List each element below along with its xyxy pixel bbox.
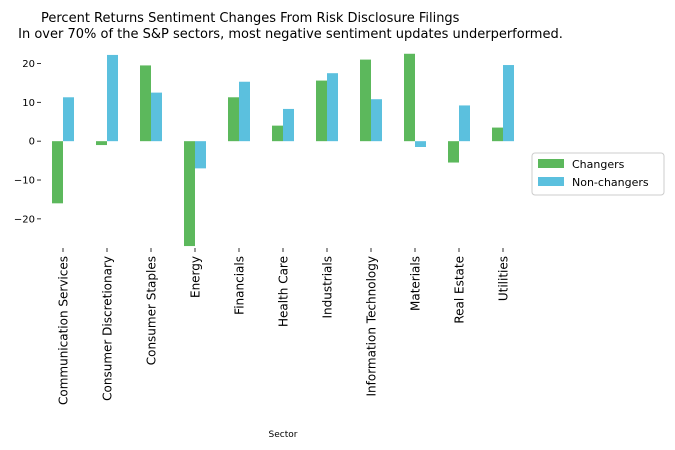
bar-changers: [448, 141, 459, 163]
bar-non-changers: [503, 65, 514, 142]
y-tick-label: 0: [29, 137, 35, 148]
bar-changers: [52, 141, 63, 204]
bar-non-changers: [151, 92, 162, 142]
x-tick-label: Energy: [189, 256, 203, 298]
chart-title: Percent Returns Sentiment Changes From R…: [41, 11, 460, 26]
y-tick-label: 10: [22, 98, 35, 109]
bar-non-changers: [371, 99, 382, 142]
legend-label: Non-changers: [572, 176, 649, 189]
bar-non-changers: [239, 81, 250, 142]
bar-changers: [492, 127, 503, 142]
legend-swatch: [538, 177, 564, 186]
bar-changers: [360, 59, 371, 142]
bar-non-changers: [63, 97, 74, 142]
bar-non-changers: [283, 108, 294, 142]
y-tick-label: −10: [14, 176, 35, 187]
x-tick-label: Consumer Staples: [145, 256, 159, 365]
bar-changers: [404, 53, 415, 142]
y-tick-label: −20: [14, 214, 35, 225]
bar-changers: [140, 65, 151, 142]
chart-subtitle: In over 70% of the S&P sectors, most neg…: [14, 27, 563, 42]
bar-changers: [228, 97, 239, 142]
x-tick-label: Financials: [233, 256, 247, 315]
legend-box: [531, 152, 665, 196]
bar-non-changers: [459, 105, 470, 142]
x-tick-label: Consumer Discretionary: [101, 256, 115, 401]
bar-non-changers: [415, 141, 426, 147]
legend-label: Changers: [572, 158, 625, 171]
bar-changers: [272, 125, 283, 142]
x-tick-label: Health Care: [277, 256, 291, 327]
bar-changers: [184, 141, 195, 247]
legend: Changers Non-changers: [531, 152, 665, 196]
x-axis-label: Sector: [269, 430, 298, 440]
x-tick-label: Materials: [409, 256, 423, 311]
plot-area: 20 10 0 −10 −20 Communication Services Consume…: [14, 53, 514, 405]
x-tick-label: Communication Services: [57, 256, 71, 405]
x-tick-label: Real Estate: [453, 256, 467, 324]
bar-changers: [316, 80, 327, 142]
x-tick-label: Industrials: [321, 256, 335, 319]
bar-changers: [96, 141, 107, 146]
y-tick-label: 20: [22, 59, 35, 70]
bar-non-changers: [107, 54, 118, 142]
bar-non-changers: [195, 141, 206, 169]
x-tick-label: Information Technology: [365, 256, 379, 397]
bar-non-changers: [327, 73, 338, 142]
legend-swatch: [538, 159, 564, 168]
x-tick-label: Utilities: [497, 256, 511, 301]
